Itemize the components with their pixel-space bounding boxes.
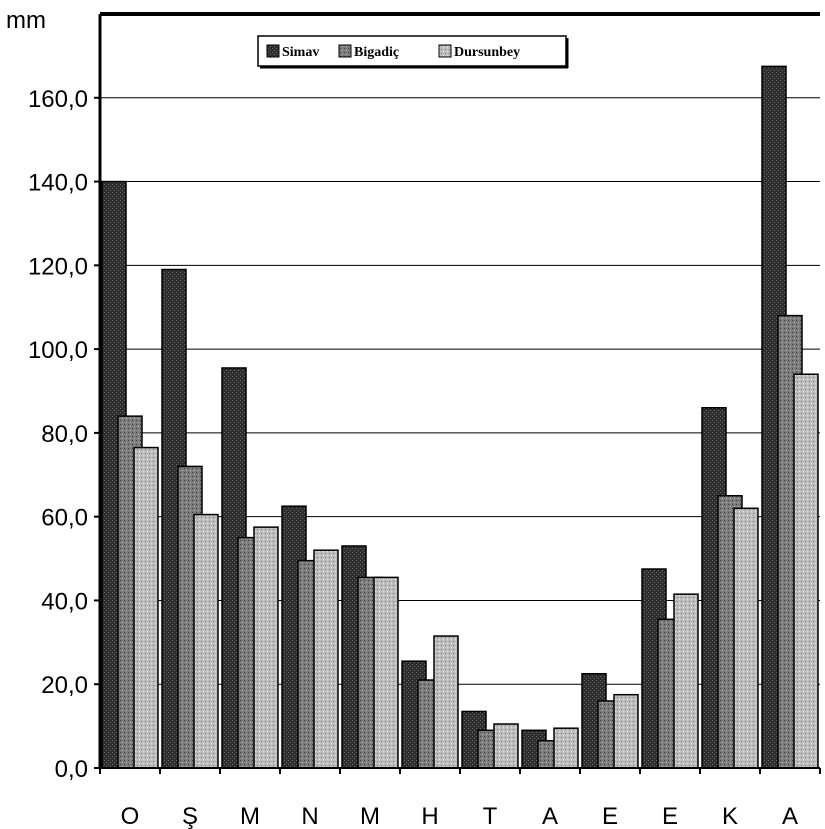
bar-dursunbey (493, 723, 519, 769)
x-category-label: A (782, 803, 798, 829)
legend-box (257, 35, 567, 67)
x-category-label: K (722, 803, 738, 829)
y-axis-unit-label: mm (6, 7, 46, 34)
axes (98, 12, 821, 774)
bar-dursunbey (433, 635, 459, 769)
y-tick-label: 120,0 (28, 253, 88, 280)
y-tick-label: 80,0 (41, 421, 88, 448)
x-category-label: O (121, 803, 140, 829)
legend-label: Dursunbey (454, 45, 520, 60)
bar-dursunbey (133, 446, 159, 769)
bars (101, 65, 819, 769)
x-category-label: H (421, 803, 438, 829)
x-category-label: N (301, 803, 318, 829)
bar-dursunbey (613, 693, 639, 769)
y-tick-label: 0,0 (55, 756, 88, 783)
y-tick-label: 160,0 (28, 86, 88, 113)
x-category-label: E (662, 803, 678, 829)
y-tick-label: 100,0 (28, 337, 88, 364)
y-tick-label: 60,0 (41, 505, 88, 532)
legend: Simav Bigadiç Dursunbey (257, 35, 569, 69)
x-category-label: A (542, 803, 558, 829)
x-category-label: M (360, 803, 380, 829)
y-tick-label: 20,0 (41, 672, 88, 699)
y-tick-label: 140,0 (28, 170, 88, 197)
bar-dursunbey (733, 507, 759, 769)
legend-swatch (338, 44, 352, 58)
grid-lines (100, 97, 820, 685)
y-tick-labels: 0,0 20,0 40,0 60,0 80,0 100,0 120,0 140,0 160,0 (28, 86, 100, 783)
x-category-label: T (483, 803, 498, 829)
x-category-label: Ş (182, 803, 198, 829)
bar-dursunbey (373, 576, 399, 769)
x-category-label: E (602, 803, 618, 829)
legend-swatch (266, 44, 280, 58)
legend-label: Simav (282, 45, 319, 60)
bar-dursunbey (253, 526, 279, 769)
bar-dursunbey (793, 373, 819, 769)
x-category-label: M (240, 803, 260, 829)
legend-swatch (438, 44, 452, 58)
y-tick-label: 40,0 (41, 588, 88, 615)
bar-dursunbey (313, 549, 339, 769)
bar-dursunbey (673, 593, 699, 769)
legend-label: Bigadiç (354, 45, 399, 60)
bar-dursunbey (553, 727, 579, 769)
bar-dursunbey (193, 513, 219, 769)
